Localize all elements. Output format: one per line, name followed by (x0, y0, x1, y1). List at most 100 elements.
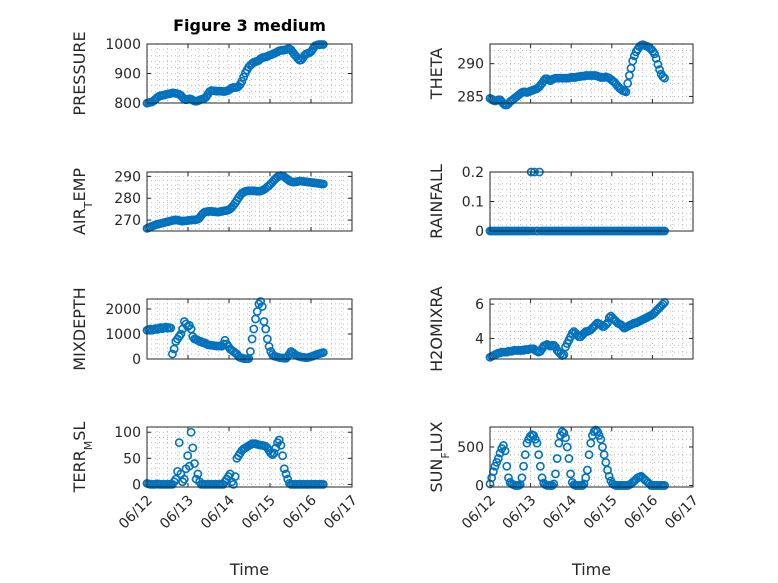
data-point (166, 323, 176, 333)
y-tick-label: 270 (114, 213, 141, 229)
data-point (660, 481, 669, 490)
y-axis-label: AIRTEMP (70, 168, 95, 235)
data-point (278, 451, 288, 461)
y-tick-label: 50 (123, 451, 141, 467)
x-tick-label: 06/15 (581, 493, 621, 533)
y-axis-label: RAINFALL (427, 164, 446, 239)
y-tick-label: 100 (114, 425, 141, 441)
data-point (161, 322, 171, 332)
data-point (554, 438, 564, 448)
y-tick-label: 900 (114, 67, 141, 83)
subplot-5: 0 1000 2000 MIXDEPTH (70, 287, 353, 371)
axes-frame (489, 171, 694, 232)
data-point (168, 349, 177, 359)
data-point (549, 479, 559, 489)
subplot-1: 800 900 1000 PRESSURE Figure 3 medium (70, 16, 353, 116)
data-point (598, 442, 607, 452)
data-point (520, 450, 530, 460)
data-point (604, 313, 614, 323)
data-point (318, 179, 328, 189)
data-point (566, 469, 575, 479)
data-point (601, 457, 611, 467)
data-point (257, 302, 267, 311)
x-tick-label: 06/12 (116, 493, 156, 533)
subplot-2: 285 290 THETA (427, 40, 694, 110)
x-tick-label: 06/14 (198, 492, 238, 532)
data-point (564, 454, 574, 463)
data-point (628, 56, 638, 66)
data-point (230, 472, 240, 481)
data-point (499, 441, 508, 450)
data-point (186, 427, 196, 437)
data-point (502, 461, 512, 471)
y-tick-label: 2000 (105, 302, 141, 318)
data-point (229, 479, 238, 489)
data-point (621, 87, 631, 97)
x-axis-label: Time (571, 560, 611, 579)
data-point (559, 428, 569, 438)
data-point (581, 473, 591, 483)
axes-frame (146, 171, 353, 232)
data-point (561, 433, 570, 443)
y-axis-label: MIXDEPTH (70, 287, 89, 370)
data-point (562, 442, 572, 452)
axes-frame (489, 426, 694, 488)
axes-frame (146, 43, 353, 104)
y-tick-label: 290 (457, 57, 484, 73)
axes-frame (146, 426, 353, 488)
data-point (658, 72, 668, 82)
data-point (268, 450, 277, 460)
data-point (599, 450, 609, 460)
data-point (256, 297, 265, 306)
y-tick-label: 800 (114, 96, 141, 112)
y-tick-label: 0 (132, 352, 141, 368)
data-point (495, 448, 505, 458)
data-point (547, 481, 557, 490)
data-point (276, 440, 286, 450)
y-axis-label: H2OMIXRA (427, 286, 446, 372)
x-tick-label: 06/13 (157, 493, 197, 533)
data-point (653, 59, 663, 69)
data-point (247, 334, 257, 344)
subplot-8: 0 500 06/12 06/13 06/14 06/15 06/16 06/17 SUNFLU… (427, 421, 702, 579)
data-point (266, 448, 276, 458)
data-point (193, 469, 203, 479)
data-point (552, 454, 562, 463)
y-tick-label: 1000 (105, 327, 141, 343)
data-point (537, 473, 547, 483)
x-tick-label: 06/15 (239, 493, 279, 533)
y-axis-label: THETA (427, 48, 446, 100)
data-point (188, 443, 198, 453)
y-tick-label: 6 (475, 297, 484, 313)
y-axis-label: TERRMSL (70, 422, 95, 494)
data-point (176, 329, 186, 339)
y-tick-label: 290 (114, 169, 141, 185)
data-point (604, 471, 614, 481)
data-point (179, 474, 189, 484)
y-tick-label: 1000 (105, 37, 141, 53)
y-tick-label: 0 (475, 224, 484, 240)
data-point (264, 342, 274, 351)
data-point (261, 324, 271, 334)
data-point (535, 461, 545, 471)
data-point (517, 473, 527, 483)
data-point (279, 464, 289, 474)
data-point (601, 320, 611, 330)
data-point (559, 350, 569, 360)
y-tick-label: 285 (457, 89, 484, 105)
data-point (658, 299, 668, 309)
y-tick-label: 500 (457, 440, 484, 456)
x-axis-label: Time (229, 560, 269, 579)
data-point (493, 454, 503, 463)
y-tick-label: 0.2 (462, 165, 484, 181)
data-point (269, 448, 279, 458)
subplot-6: 4 6 H2OMIXRA (427, 286, 694, 372)
data-point (582, 465, 592, 475)
data-point (567, 328, 577, 338)
subplot-4: 0 0.1 0.2 RAINFALL (427, 164, 694, 240)
y-tick-label: 280 (114, 191, 141, 207)
data-point (584, 450, 594, 460)
y-tick-label: 0 (475, 478, 484, 494)
y-tick-label: 0.1 (462, 195, 484, 211)
